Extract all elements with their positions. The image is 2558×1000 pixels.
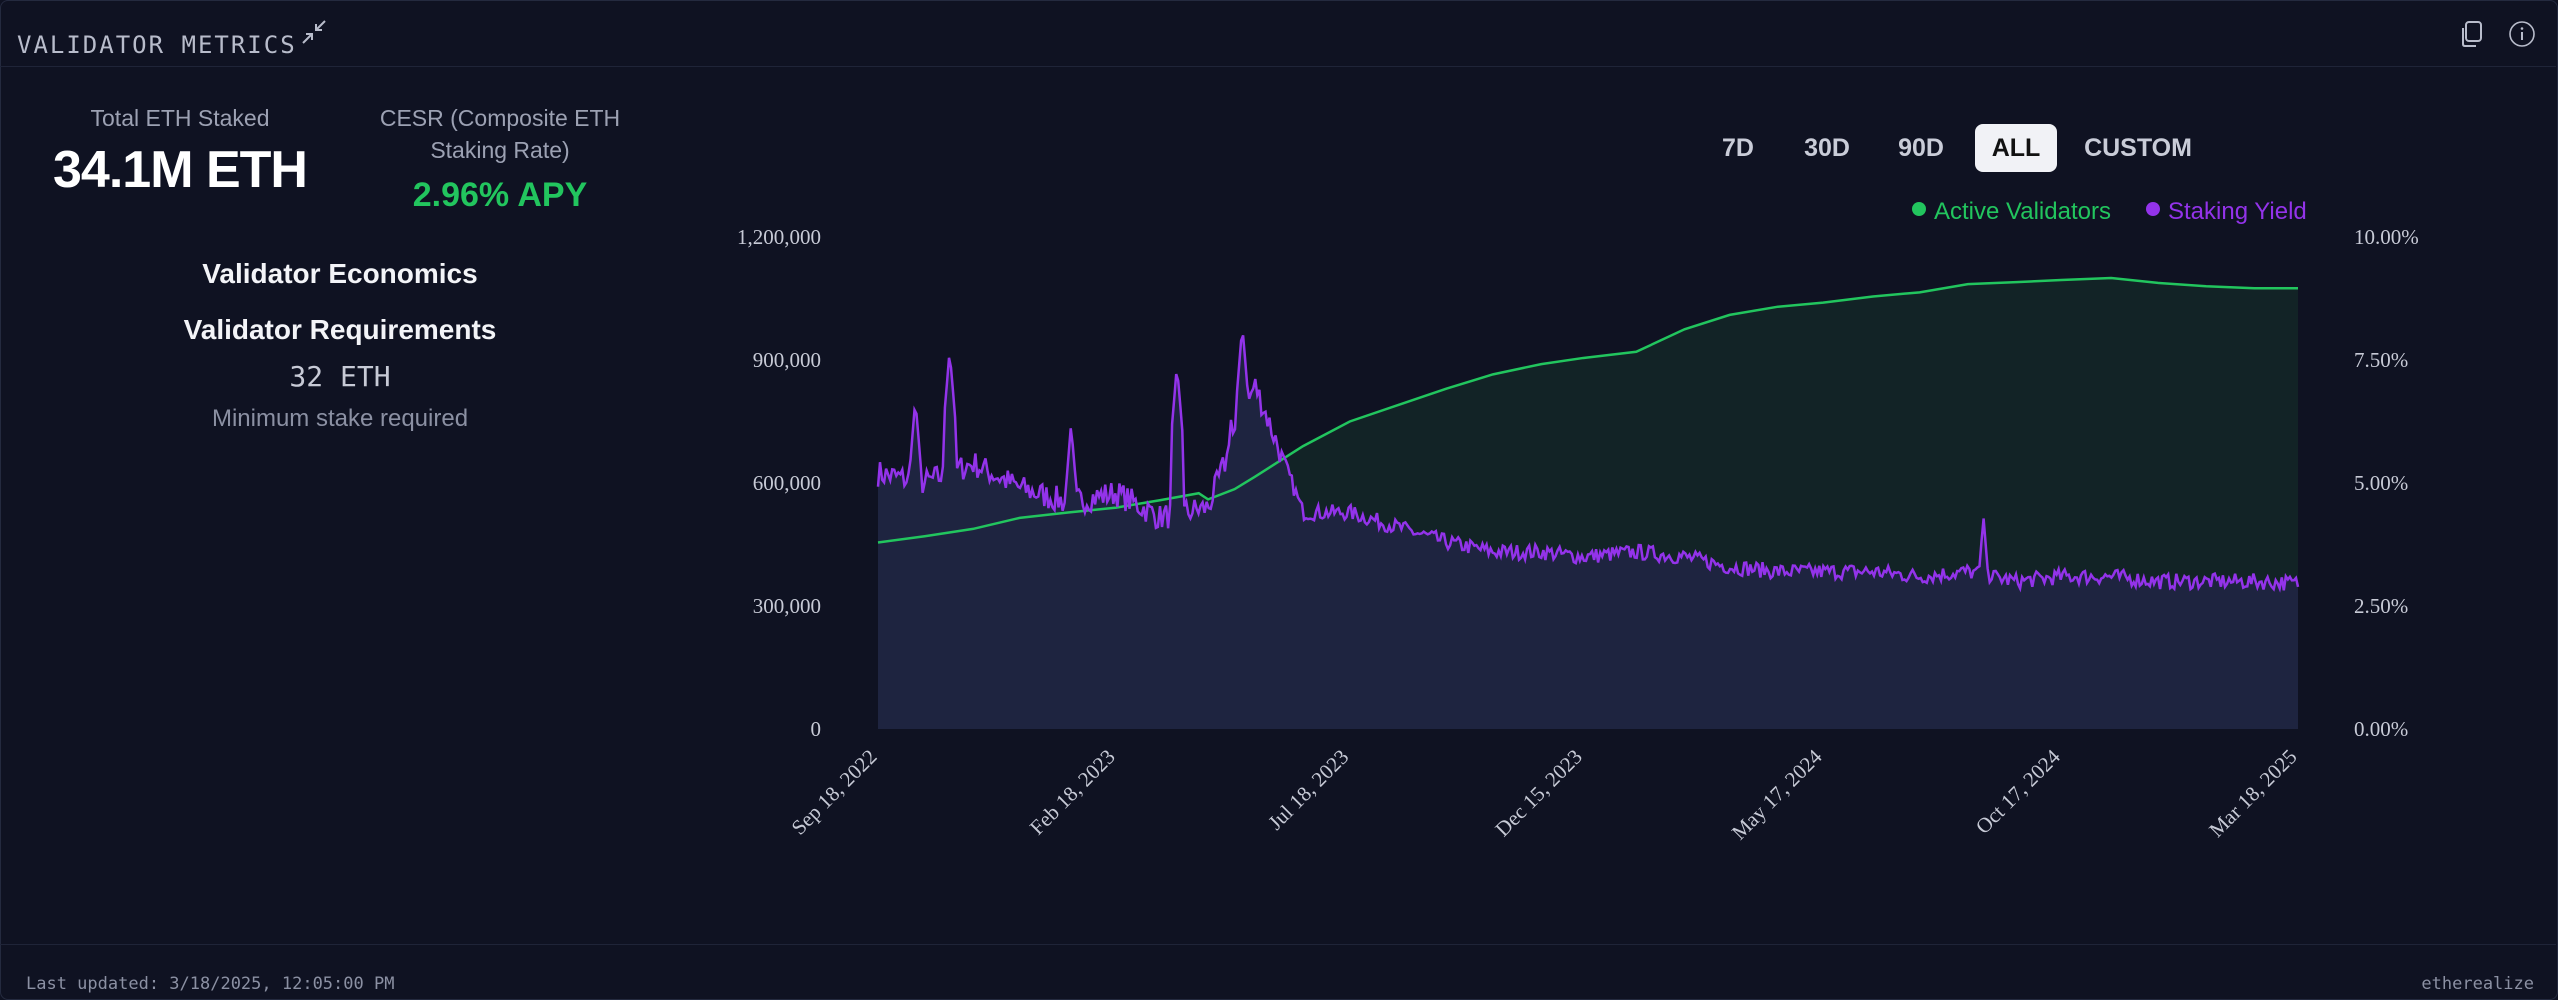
legend-active-validators[interactable]: Active Validators bbox=[1912, 198, 2111, 226]
info-icon[interactable] bbox=[2508, 20, 2536, 48]
total-staked-label: Total ETH Staked bbox=[90, 105, 270, 131]
validator-requirements-title: Validator Requirements bbox=[183, 314, 497, 345]
total-staked-value: 34.1M ETH bbox=[53, 141, 308, 199]
brand-label: etherealize bbox=[2421, 974, 2534, 994]
panel-title: VALIDATOR METRICS bbox=[17, 31, 297, 59]
range-30d-button[interactable]: 30D bbox=[1804, 134, 1850, 162]
legend-dot-yield bbox=[2146, 202, 2160, 216]
min-stake-label: Minimum stake required bbox=[211, 405, 469, 432]
cesr-label-line2: Staking Rate) bbox=[430, 137, 570, 163]
legend-staking-yield-label: Staking Yield bbox=[2168, 198, 2307, 225]
cesr-stat: CESR (Composite ETH Staking Rate) 2.96% … bbox=[355, 102, 645, 215]
copy-icon[interactable] bbox=[2460, 20, 2484, 48]
cesr-label-line1: CESR (Composite ETH bbox=[379, 105, 621, 131]
min-stake-value: 32 ETH bbox=[289, 360, 391, 393]
range-7d-button[interactable]: 7D bbox=[1722, 134, 1754, 162]
collapse-icon[interactable] bbox=[300, 18, 328, 46]
total-staked-stat: Total ETH Staked 34.1M ETH bbox=[40, 102, 320, 200]
legend-active-validators-label: Active Validators bbox=[1934, 198, 2111, 225]
range-all-button[interactable]: ALL bbox=[1975, 124, 2057, 172]
cesr-value: 2.96% APY bbox=[412, 176, 588, 214]
panel-header bbox=[0, 0, 2556, 67]
legend-staking-yield[interactable]: Staking Yield bbox=[2146, 198, 2307, 226]
range-90d-button[interactable]: 90D bbox=[1898, 134, 1944, 162]
legend-dot-validators bbox=[1912, 202, 1926, 216]
panel-footer bbox=[0, 944, 2556, 999]
validator-economics-title: Validator Economics bbox=[202, 258, 478, 289]
range-custom-button[interactable]: CUSTOM bbox=[2084, 134, 2192, 162]
last-updated-text: Last updated: 3/18/2025, 12:05:00 PM bbox=[26, 974, 395, 994]
